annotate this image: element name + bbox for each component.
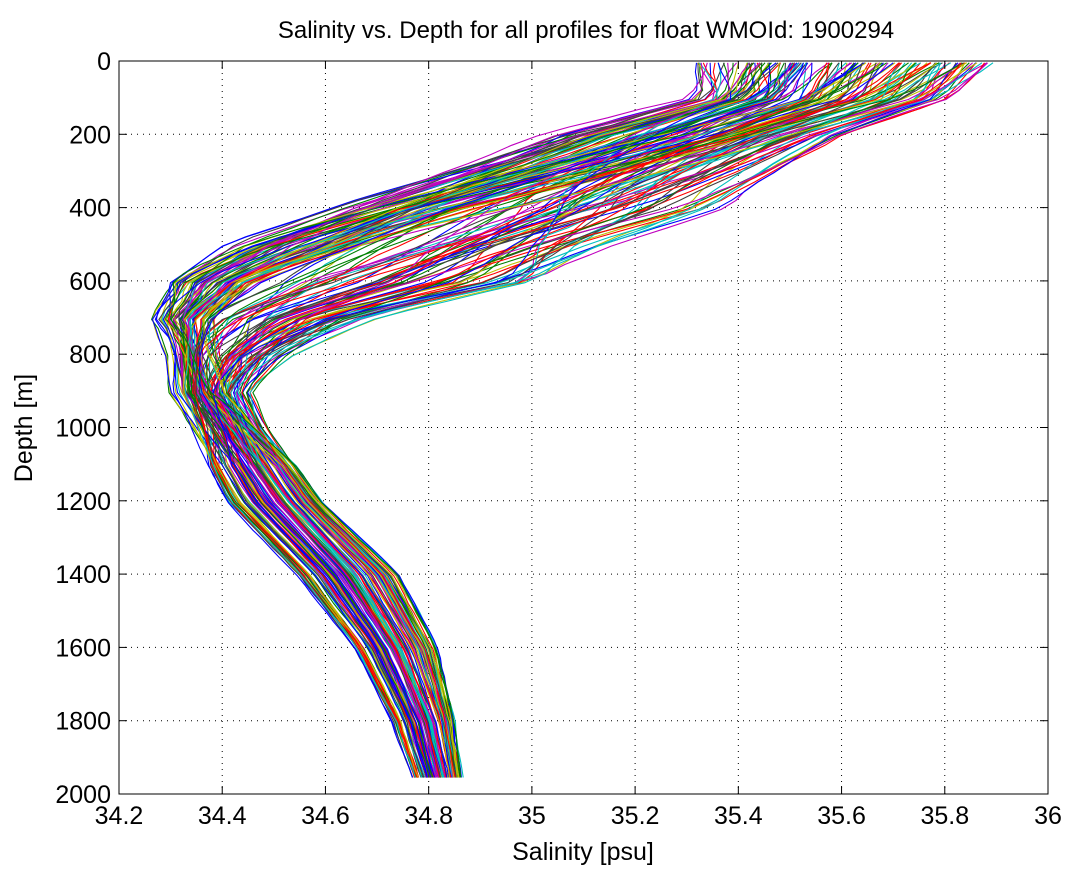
profile-line [192, 62, 795, 778]
profile-line [198, 62, 805, 778]
profile-line [203, 62, 740, 778]
y-axis-label: Depth [m] [10, 374, 38, 482]
x-tick-label: 34.8 [404, 802, 453, 830]
x-tick-label: 35.2 [611, 802, 660, 830]
profile-line [186, 62, 800, 778]
y-tick-label: 1200 [55, 488, 111, 516]
x-tick-label: 34.4 [198, 802, 247, 830]
x-tick-label: 36 [1034, 802, 1062, 830]
y-tick-label: 0 [97, 48, 111, 76]
profile-line [237, 62, 918, 778]
x-axis-label: Salinity [psu] [512, 838, 654, 866]
profile-line [216, 62, 988, 778]
profile-line [194, 62, 962, 778]
profiles-group [150, 62, 994, 778]
y-tick-label: 1800 [55, 708, 111, 736]
profile-line [195, 62, 703, 778]
y-tick-label: 200 [69, 121, 111, 149]
profile-line [170, 62, 755, 778]
profile-lines [150, 62, 994, 778]
y-tick-label: 800 [69, 341, 111, 369]
x-tick-label: 35.6 [817, 802, 866, 830]
chart-title: Salinity vs. Depth for all profiles for … [278, 17, 894, 44]
axis-ticks: 34.2 34.4 34.6 34.8 35 35.2 35.4 35.6 35.8 36 0 200… [55, 48, 1062, 830]
profile-line [241, 62, 830, 778]
x-tick-label: 34.6 [301, 802, 350, 830]
y-tick-label: 1000 [55, 415, 111, 443]
profile-line [217, 62, 730, 778]
profile-line [207, 62, 780, 778]
profile-line [206, 62, 936, 778]
profile-line [151, 62, 865, 778]
profile-line [162, 62, 894, 778]
profile-line [249, 62, 921, 778]
profile-line [201, 62, 802, 778]
profile-line [170, 62, 887, 778]
x-tick-label: 35.4 [714, 802, 763, 830]
y-tick-label: 400 [69, 195, 111, 223]
y-tick-label: 600 [69, 268, 111, 296]
x-tick-label: 35 [518, 802, 546, 830]
y-tick-label: 1400 [55, 561, 111, 589]
y-tick-label: 1600 [55, 634, 111, 662]
profile-line [182, 62, 772, 778]
y-tick-label: 2000 [55, 781, 111, 809]
x-tick-label: 35.8 [920, 802, 969, 830]
profile-line [182, 62, 751, 778]
profile-line [187, 62, 704, 778]
x-tick-label: 34.2 [95, 802, 144, 830]
